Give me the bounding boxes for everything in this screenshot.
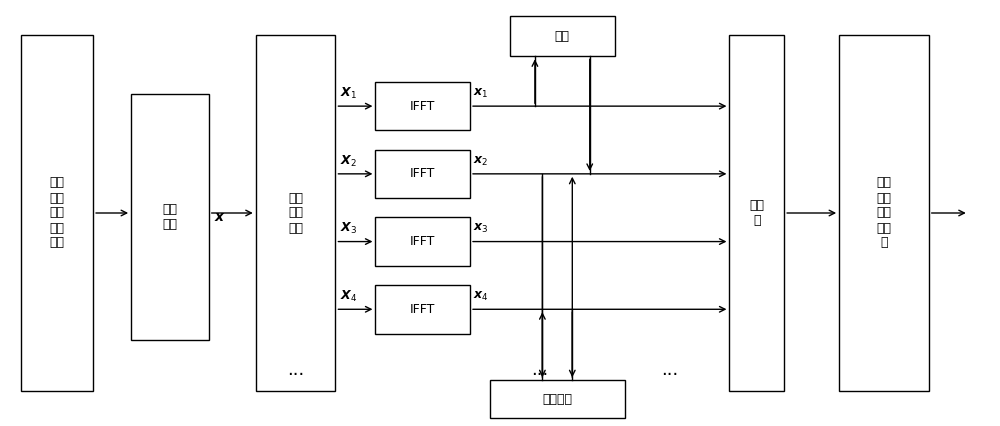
Text: 子块
序列
分割: 子块 序列 分割 — [288, 192, 303, 234]
Text: ...: ... — [661, 360, 678, 379]
Text: $\boldsymbol{X}_1$: $\boldsymbol{X}_1$ — [340, 86, 358, 101]
Text: $\boldsymbol{x}_1$: $\boldsymbol{x}_1$ — [473, 87, 489, 100]
Text: 二进
制随
机信
号发
生器: 二进 制随 机信 号发 生器 — [50, 176, 65, 250]
Text: $\boldsymbol{x}_2$: $\boldsymbol{x}_2$ — [473, 155, 488, 168]
Bar — [490, 380, 625, 418]
Bar — [21, 35, 93, 391]
Bar — [375, 217, 470, 266]
Text: 交织: 交织 — [555, 30, 570, 43]
Bar — [510, 16, 615, 56]
Text: IFFT: IFFT — [410, 100, 435, 112]
Text: $\boldsymbol{X}_2$: $\boldsymbol{X}_2$ — [340, 154, 357, 169]
Text: IFFT: IFFT — [410, 167, 435, 180]
Text: 最优
候选
信号
选择
器: 最优 候选 信号 选择 器 — [876, 176, 891, 250]
Bar — [375, 150, 470, 198]
Text: $\boldsymbol{x}$: $\boldsymbol{x}$ — [214, 210, 226, 224]
Bar — [131, 95, 209, 340]
Text: 相位优化: 相位优化 — [542, 393, 572, 406]
Text: $\boldsymbol{x}_3$: $\boldsymbol{x}_3$ — [473, 222, 489, 236]
Bar — [839, 35, 929, 391]
Text: $\boldsymbol{X}_4$: $\boldsymbol{X}_4$ — [340, 289, 358, 304]
Text: 加法
器: 加法 器 — [749, 199, 764, 227]
Text: 编码
映射: 编码 映射 — [162, 203, 177, 231]
Text: ...: ... — [287, 360, 304, 379]
Text: IFFT: IFFT — [410, 235, 435, 248]
Bar — [729, 35, 784, 391]
Text: $\boldsymbol{x}_4$: $\boldsymbol{x}_4$ — [473, 290, 489, 303]
Bar — [375, 285, 470, 334]
Text: IFFT: IFFT — [410, 303, 435, 316]
Bar — [375, 82, 470, 130]
Text: $\boldsymbol{X}_3$: $\boldsymbol{X}_3$ — [340, 222, 358, 236]
Bar — [256, 35, 335, 391]
Text: ...: ... — [531, 360, 549, 379]
